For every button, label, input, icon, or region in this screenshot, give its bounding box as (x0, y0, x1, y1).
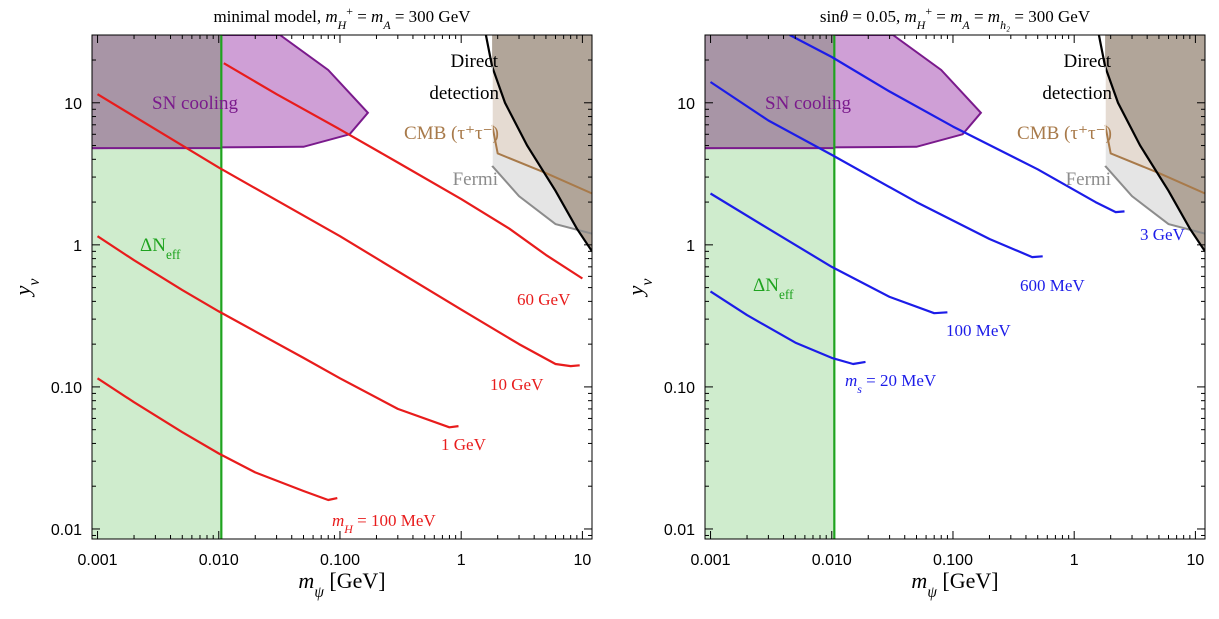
direct-detection-label: detection (429, 83, 499, 104)
line-label-3: 10 GeV (490, 375, 544, 394)
x-axis-title: mψ [GeV] (911, 568, 998, 601)
plot-area (705, 35, 1205, 539)
sn-cooling-label: SN cooling (765, 93, 852, 114)
cmb-boundary (1104, 124, 1205, 195)
direct-detection-region (492, 35, 592, 252)
x-tick-label: 1 (1070, 552, 1079, 569)
y-tick-label: 0.10 (51, 380, 82, 397)
y-tick-label: 0.01 (51, 522, 82, 539)
fermi-boundary (1104, 165, 1205, 235)
line-label-1: ms = 20 MeV (845, 371, 937, 396)
line-label-4: 60 GeV (517, 290, 571, 309)
x-tick-label: 10 (574, 552, 592, 569)
y-axis-title: yν (623, 279, 656, 298)
direct-detection-region (1105, 35, 1205, 252)
delta-neff-label: ΔNeff (140, 235, 181, 262)
line-label-4: 3 GeV (1140, 225, 1186, 244)
series-line-2 (709, 192, 948, 315)
fermi-label: Fermi (453, 169, 498, 190)
panel-left: 0.001 0.010 0.100 1 10 0.01 0.10 1 10 mψ [GeV] yν m… (10, 4, 593, 601)
x-tick-label: 0.001 (78, 552, 118, 569)
x-tick-label: 0.010 (199, 552, 239, 569)
series-line-2 (96, 235, 459, 429)
series-line-3 (709, 81, 1043, 259)
series-line-4 (223, 62, 583, 280)
cmb-boundary (491, 124, 592, 195)
x-axis-title: mψ [GeV] (298, 568, 385, 601)
y-axis-title: yν (10, 279, 43, 298)
axis-ticks (92, 34, 592, 539)
x-tick-label: 10 (1187, 552, 1205, 569)
region-labels: SN cooling ΔNeff Direct detection CMB (τ⁺τ⁻)… (753, 51, 1186, 396)
y-tick-label: 10 (677, 96, 695, 113)
x-tick-label: 1 (457, 552, 466, 569)
x-tick-label: 0.100 (320, 552, 360, 569)
sn-cooling-label: SN cooling (152, 93, 239, 114)
series-line-4 (789, 35, 1125, 214)
direct-detection-boundary (1097, 35, 1205, 252)
cmb-label: CMB (τ⁺τ⁻) (404, 123, 499, 144)
y-tick-label: 0.10 (664, 380, 695, 397)
series-line-1 (709, 290, 866, 366)
fermi-label: Fermi (1066, 169, 1111, 190)
line-label-1: mH = 100 MeV (332, 511, 436, 536)
line-label-3: 600 MeV (1020, 276, 1085, 295)
x-tick-label: 0.001 (691, 552, 731, 569)
plot-frame (91, 34, 593, 540)
series-line-1 (96, 377, 338, 502)
panel-title: minimal model, mH+ = mA = 300 GeV (213, 4, 471, 32)
x-tick-label: 0.010 (812, 552, 852, 569)
axis-ticks (705, 34, 1205, 539)
delta-neff-label: ΔNeff (753, 275, 794, 302)
plot-area (92, 35, 592, 539)
series-line-3 (96, 93, 580, 368)
direct-detection-label: Direct (1064, 51, 1112, 72)
y-tick-label: 1 (73, 238, 82, 255)
plot-frame (704, 34, 1206, 540)
direct-detection-label: detection (1042, 83, 1112, 104)
region-labels: SN cooling ΔNeff Direct detection CMB (τ⁺τ⁻)… (140, 51, 571, 536)
direct-detection-boundary (484, 35, 592, 252)
y-tick-label: 1 (686, 238, 695, 255)
line-label-2: 100 MeV (946, 321, 1011, 340)
y-tick-label: 0.01 (664, 522, 695, 539)
panel-title: sinθ = 0.05, mH+ = mA = mh₂ = 300 GeV (820, 4, 1091, 32)
fermi-boundary (491, 165, 592, 235)
x-tick-label: 0.100 (933, 552, 973, 569)
y-tick-label: 10 (64, 96, 82, 113)
direct-detection-label: Direct (451, 51, 499, 72)
line-label-2: 1 GeV (441, 435, 487, 454)
panel-right: 0.001 0.010 0.100 1 10 0.01 0.10 1 10 mψ [GeV] yν s… (623, 4, 1206, 601)
cmb-label: CMB (τ⁺τ⁻) (1017, 123, 1112, 144)
